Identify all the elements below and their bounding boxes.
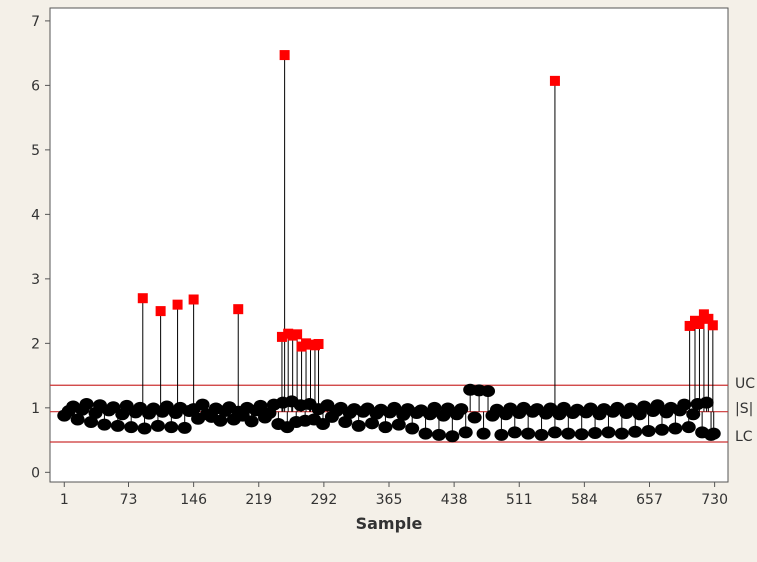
out-of-control-point — [188, 294, 199, 305]
limit-label-1: |S| — [735, 401, 753, 417]
data-point — [405, 422, 420, 435]
data-point — [431, 428, 446, 441]
data-point — [686, 408, 701, 421]
y-tick-label-2: 2 — [31, 336, 40, 352]
data-point — [467, 411, 482, 424]
x-tick-label-6: 438 — [441, 492, 468, 508]
data-point — [365, 417, 380, 430]
out-of-control-point — [707, 320, 718, 331]
data-point — [507, 426, 522, 439]
x-tick-label-9: 657 — [636, 492, 663, 508]
data-point — [699, 396, 714, 409]
x-tick-label-4: 292 — [311, 492, 338, 508]
data-point — [458, 426, 473, 439]
data-point — [654, 423, 669, 436]
out-of-control-point — [279, 50, 290, 61]
limit-label-0: UC — [735, 376, 755, 392]
data-point — [534, 428, 549, 441]
y-tick-label-3: 3 — [31, 272, 40, 288]
data-point — [561, 427, 576, 440]
y-tick-label-4: 4 — [31, 207, 40, 223]
data-point — [574, 428, 589, 441]
axes: 0 1 2 3 4 5 6 7 1 73 146 219 292 365 438 511 584 657 730 — [31, 14, 728, 508]
data-point — [378, 421, 393, 434]
data-point — [650, 399, 665, 412]
x-tick-label-2: 146 — [180, 492, 207, 508]
out-of-control-point — [276, 331, 287, 342]
x-axis-title: Sample — [356, 514, 423, 533]
x-tick-label-8: 584 — [571, 492, 598, 508]
data-point — [481, 385, 496, 398]
data-point — [177, 421, 192, 434]
data-point — [521, 427, 536, 440]
data-point — [244, 415, 259, 428]
out-of-control-point — [549, 75, 560, 86]
out-of-control-point — [155, 306, 166, 317]
data-point — [97, 418, 112, 431]
out-of-control-point — [684, 320, 695, 331]
x-tick-label-7: 511 — [506, 492, 533, 508]
data-point — [137, 422, 152, 435]
data-points — [57, 50, 721, 443]
data-point — [641, 425, 656, 438]
out-of-control-point — [703, 313, 714, 324]
data-point — [110, 419, 125, 432]
out-of-control-point — [292, 329, 303, 340]
data-point — [106, 401, 121, 414]
data-point — [418, 427, 433, 440]
data-point — [614, 427, 629, 440]
data-point — [588, 426, 603, 439]
x-tick-label-5: 365 — [376, 492, 403, 508]
data-point — [213, 414, 228, 427]
data-point — [84, 416, 99, 429]
data-point — [253, 399, 268, 412]
y-tick-label-5: 5 — [31, 143, 40, 159]
data-point — [79, 397, 94, 410]
data-point — [164, 421, 179, 434]
out-of-control-point — [137, 293, 148, 304]
data-point — [351, 419, 366, 432]
data-point — [195, 398, 210, 411]
data-point — [668, 422, 683, 435]
data-point — [681, 421, 696, 434]
y-tick-label-6: 6 — [31, 78, 40, 94]
data-point — [494, 428, 509, 441]
x-tick-label-0: 1 — [60, 492, 69, 508]
out-of-control-point — [313, 338, 324, 349]
data-point — [454, 403, 469, 416]
data-point — [677, 398, 692, 411]
x-tick-label-10: 730 — [701, 492, 728, 508]
out-of-control-point — [172, 299, 183, 310]
data-point — [476, 427, 491, 440]
data-point — [70, 413, 85, 426]
out-of-control-point — [233, 304, 244, 315]
data-point — [338, 416, 353, 429]
y-tick-label-1: 1 — [31, 401, 40, 417]
data-point — [124, 421, 139, 434]
data-point — [706, 427, 721, 440]
limit-label-2: LC — [735, 429, 753, 445]
data-point — [445, 430, 460, 443]
data-point — [427, 401, 442, 414]
data-point — [315, 417, 330, 430]
x-tick-label-3: 219 — [245, 492, 272, 508]
y-tick-label-0: 0 — [31, 465, 40, 481]
y-tick-label-7: 7 — [31, 14, 40, 30]
data-point — [547, 426, 562, 439]
data-point — [601, 426, 616, 439]
data-point — [387, 401, 402, 414]
x-tick-label-1: 73 — [120, 492, 138, 508]
data-point — [628, 425, 643, 438]
data-point — [150, 419, 165, 432]
data-point — [391, 418, 406, 431]
out-of-control-point — [694, 319, 705, 329]
